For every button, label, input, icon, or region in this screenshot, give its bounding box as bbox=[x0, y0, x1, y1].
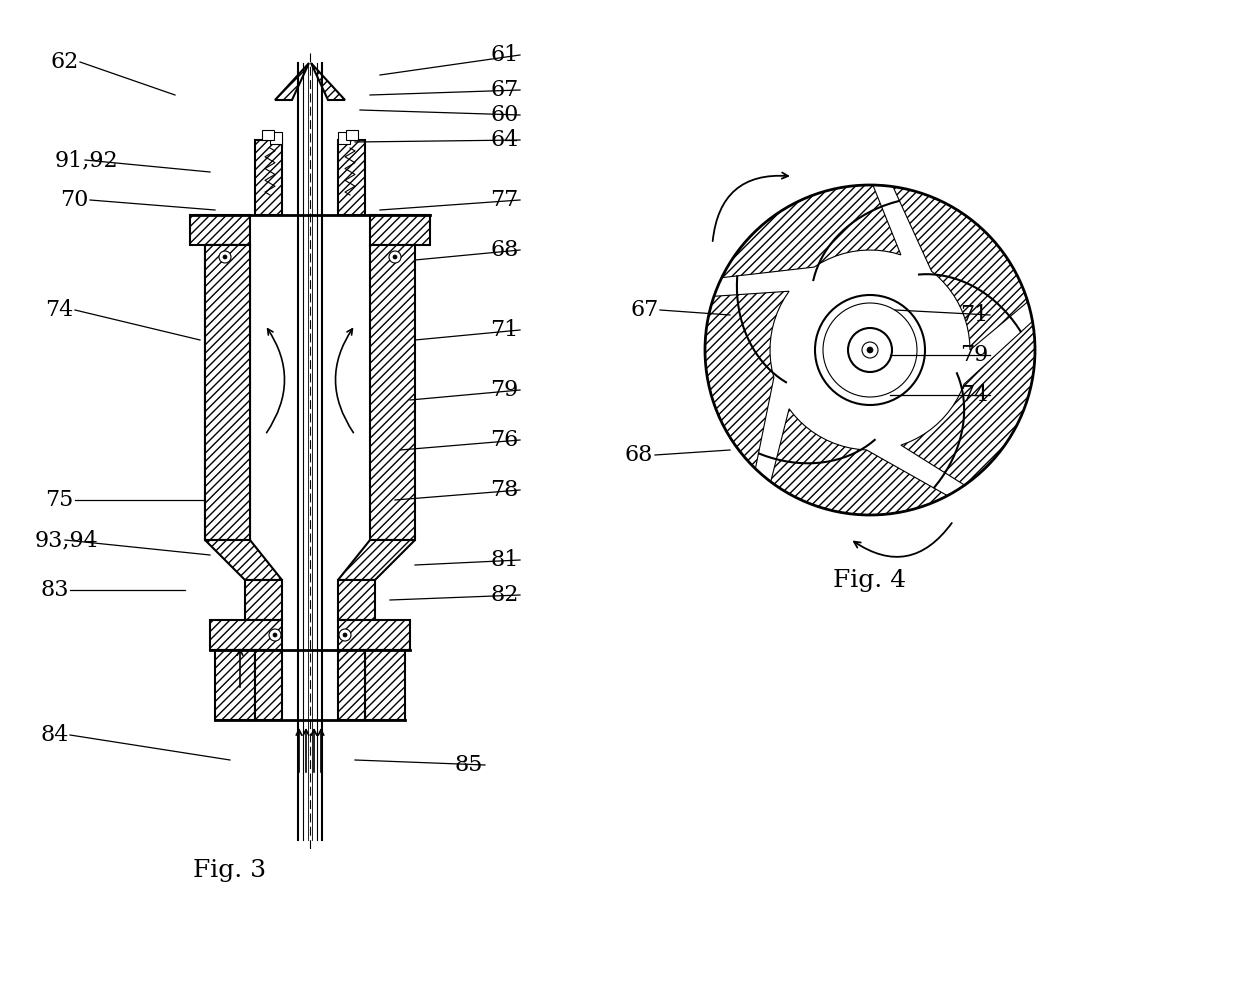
Bar bbox=[262, 130, 274, 140]
Text: 68: 68 bbox=[625, 444, 653, 466]
Bar bbox=[255, 140, 281, 215]
Polygon shape bbox=[339, 540, 415, 580]
Bar bbox=[370, 215, 430, 245]
Polygon shape bbox=[311, 63, 345, 100]
Polygon shape bbox=[722, 185, 901, 278]
Circle shape bbox=[223, 255, 227, 259]
Text: 68: 68 bbox=[490, 239, 518, 261]
Text: 67: 67 bbox=[490, 79, 518, 101]
Bar bbox=[246, 580, 281, 620]
Circle shape bbox=[393, 255, 397, 259]
Polygon shape bbox=[275, 63, 309, 100]
Circle shape bbox=[339, 629, 351, 641]
Bar bbox=[339, 580, 374, 620]
Text: 64: 64 bbox=[490, 129, 518, 151]
Text: 61: 61 bbox=[490, 44, 518, 66]
Text: 85: 85 bbox=[455, 754, 484, 776]
Bar bbox=[190, 215, 250, 245]
Text: 82: 82 bbox=[490, 584, 518, 606]
Text: Fig. 3: Fig. 3 bbox=[193, 859, 267, 882]
Bar bbox=[339, 132, 350, 144]
Bar bbox=[339, 650, 365, 720]
Polygon shape bbox=[901, 322, 1035, 485]
Text: Fig. 4: Fig. 4 bbox=[833, 568, 906, 591]
Text: 79: 79 bbox=[490, 379, 518, 401]
Circle shape bbox=[273, 633, 277, 637]
Text: 62: 62 bbox=[50, 51, 78, 73]
Text: 83: 83 bbox=[40, 579, 68, 601]
Text: 74: 74 bbox=[45, 299, 73, 321]
Bar bbox=[339, 650, 365, 720]
Circle shape bbox=[269, 629, 281, 641]
Circle shape bbox=[701, 180, 1040, 520]
Bar bbox=[205, 245, 250, 540]
Text: 70: 70 bbox=[60, 189, 88, 211]
Bar bbox=[210, 620, 281, 650]
Bar bbox=[339, 140, 365, 215]
Text: 60: 60 bbox=[490, 104, 518, 126]
Bar bbox=[255, 140, 281, 215]
Circle shape bbox=[848, 328, 892, 372]
Bar bbox=[365, 650, 405, 720]
Circle shape bbox=[343, 633, 347, 637]
Text: 67: 67 bbox=[630, 299, 658, 321]
Bar bbox=[270, 132, 281, 144]
Text: 76: 76 bbox=[490, 429, 518, 451]
Bar bbox=[339, 580, 374, 620]
Bar bbox=[246, 580, 281, 620]
Bar bbox=[210, 620, 281, 650]
Text: 84: 84 bbox=[40, 724, 68, 746]
Bar bbox=[339, 620, 410, 650]
Circle shape bbox=[867, 347, 873, 353]
Polygon shape bbox=[893, 186, 1028, 350]
Text: 71: 71 bbox=[960, 304, 988, 326]
Text: 71: 71 bbox=[490, 319, 518, 341]
Text: 79: 79 bbox=[960, 344, 988, 366]
Text: 78: 78 bbox=[490, 479, 518, 501]
Bar bbox=[190, 215, 250, 245]
Circle shape bbox=[815, 295, 925, 405]
Bar bbox=[215, 650, 255, 720]
Circle shape bbox=[219, 250, 231, 263]
Bar bbox=[370, 245, 415, 540]
Polygon shape bbox=[771, 409, 947, 515]
Circle shape bbox=[862, 342, 878, 358]
Bar bbox=[339, 620, 410, 650]
Bar bbox=[205, 245, 250, 540]
Bar bbox=[205, 245, 250, 540]
Text: 91,92: 91,92 bbox=[55, 149, 119, 171]
Circle shape bbox=[389, 250, 401, 263]
Text: 77: 77 bbox=[490, 189, 518, 211]
Polygon shape bbox=[205, 540, 281, 580]
Bar bbox=[215, 650, 255, 720]
Bar bbox=[255, 650, 281, 720]
Circle shape bbox=[823, 303, 918, 397]
Text: 75: 75 bbox=[45, 489, 73, 511]
Bar bbox=[255, 650, 281, 720]
Text: 81: 81 bbox=[490, 549, 518, 571]
Text: 93,94: 93,94 bbox=[35, 529, 99, 551]
Bar bbox=[365, 650, 405, 720]
Bar bbox=[370, 245, 415, 540]
Polygon shape bbox=[706, 292, 789, 469]
Bar bbox=[205, 245, 250, 540]
Bar bbox=[346, 130, 358, 140]
Bar bbox=[370, 215, 430, 245]
Bar bbox=[339, 140, 365, 215]
Text: 74: 74 bbox=[960, 384, 988, 406]
